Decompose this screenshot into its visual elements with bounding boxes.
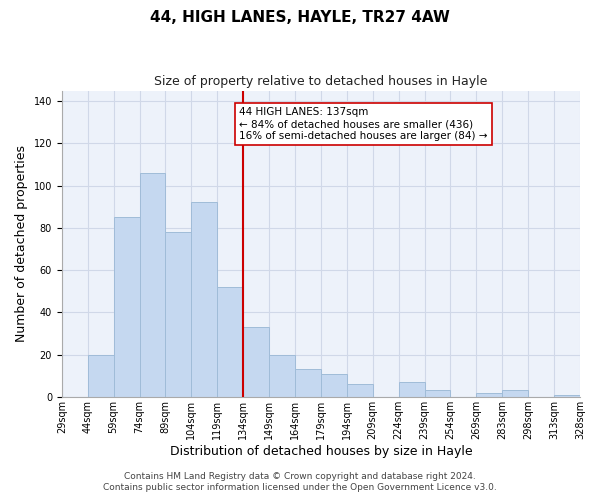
Bar (140, 173, 166, 397)
Bar (113, 218, 140, 397)
Title: Size of property relative to detached houses in Hayle: Size of property relative to detached ho… (154, 75, 488, 88)
Bar (502, 390, 528, 397)
Text: 44, HIGH LANES, HAYLE, TR27 4AW: 44, HIGH LANES, HAYLE, TR27 4AW (150, 10, 450, 25)
Bar (425, 390, 451, 397)
Bar (191, 202, 217, 397)
Bar (321, 374, 347, 397)
Bar (166, 232, 191, 397)
Y-axis label: Number of detached properties: Number of detached properties (15, 145, 28, 342)
Bar (88, 354, 113, 397)
X-axis label: Distribution of detached houses by size in Hayle: Distribution of detached houses by size … (170, 444, 472, 458)
Bar (295, 370, 321, 397)
Bar (476, 392, 502, 397)
Bar (554, 394, 580, 397)
Text: 44 HIGH LANES: 137sqm
← 84% of detached houses are smaller (436)
16% of semi-det: 44 HIGH LANES: 137sqm ← 84% of detached … (239, 108, 488, 140)
Bar (398, 382, 425, 397)
Bar (217, 287, 243, 397)
Text: Contains HM Land Registry data © Crown copyright and database right 2024.
Contai: Contains HM Land Registry data © Crown c… (103, 472, 497, 492)
Bar (269, 354, 295, 397)
Bar (347, 384, 373, 397)
Bar (243, 327, 269, 397)
